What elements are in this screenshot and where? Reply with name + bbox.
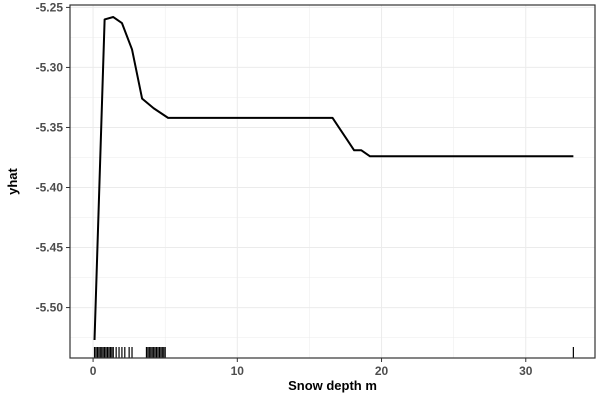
y-tick-label: -5.50	[36, 301, 64, 315]
x-axis-title: Snow depth m	[288, 378, 377, 393]
y-tick-label: -5.25	[36, 0, 64, 14]
axis-layer: 0 10 20 30 -5.25 -5.30 -5.35 -5.40 -5.45 -5.50	[36, 0, 533, 378]
x-tick-label: 20	[375, 364, 389, 378]
rug-layer	[93, 347, 574, 358]
y-tick-label: -5.40	[36, 181, 64, 195]
y-tick-label: -5.45	[36, 241, 64, 255]
line-layer	[93, 16, 574, 341]
y-axis-title: yhat	[5, 167, 20, 194]
x-tick-label: 30	[519, 364, 533, 378]
grid-layer	[70, 5, 595, 358]
panel-border	[69, 4, 596, 359]
y-tick-label: -5.35	[36, 120, 64, 134]
series-line-0	[93, 16, 574, 341]
y-tick-label: -5.30	[36, 60, 64, 74]
x-tick-label: 0	[90, 364, 97, 378]
x-tick-label: 10	[231, 364, 245, 378]
